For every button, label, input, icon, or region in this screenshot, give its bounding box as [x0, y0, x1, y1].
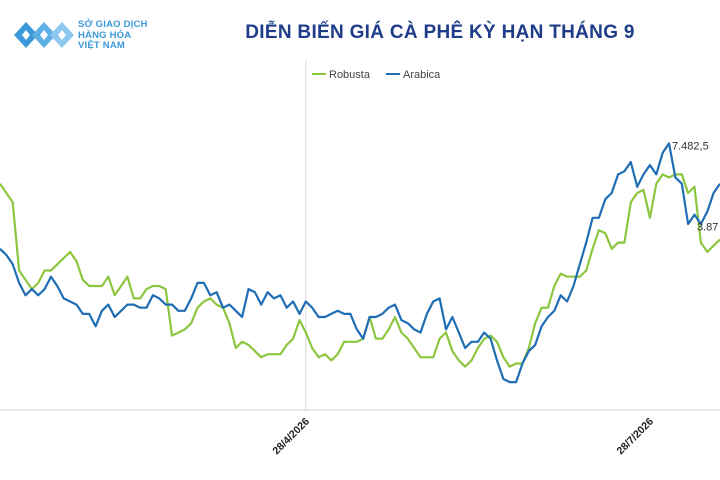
series-layer	[0, 142, 720, 384]
x-tick-label: 28/7/2026	[615, 416, 657, 458]
value-labels: 7.482,5 3.87	[672, 140, 718, 233]
x-axis-ticks: 28/4/2026 28/7/2026	[270, 416, 656, 458]
value-label-arabica: 7.482,5	[672, 140, 709, 152]
logo-text: SỞ GIAO DỊCH HÀNG HÓA VIỆT NAM	[78, 19, 148, 52]
legend-label-robusta: Robusta	[329, 69, 371, 81]
value-label-robusta: 3.87	[697, 221, 718, 233]
logo-line-2: HÀNG HÓA	[78, 29, 132, 41]
page-title: DIỄN BIẾN GIÁ CÀ PHÊ KỲ HẠN THÁNG 9	[245, 22, 635, 43]
logo: SỞ GIAO DỊCH HÀNG HÓA VIỆT NAM	[12, 16, 152, 56]
line-chart: Robusta Arabica 7.482,5 3.87 28/4/2026 28/7…	[0, 60, 720, 458]
logo-chevron-icon	[14, 22, 74, 48]
series-line-robusta	[0, 173, 720, 368]
logo-line-3: VIỆT NAM	[78, 40, 125, 51]
logo-line-1: SỞ GIAO DỊCH	[78, 19, 148, 30]
x-tick-label: 28/4/2026	[270, 416, 312, 458]
series-line-arabica	[0, 142, 720, 384]
chart-legend: Robusta Arabica	[312, 69, 441, 81]
legend-label-arabica: Arabica	[403, 69, 441, 81]
